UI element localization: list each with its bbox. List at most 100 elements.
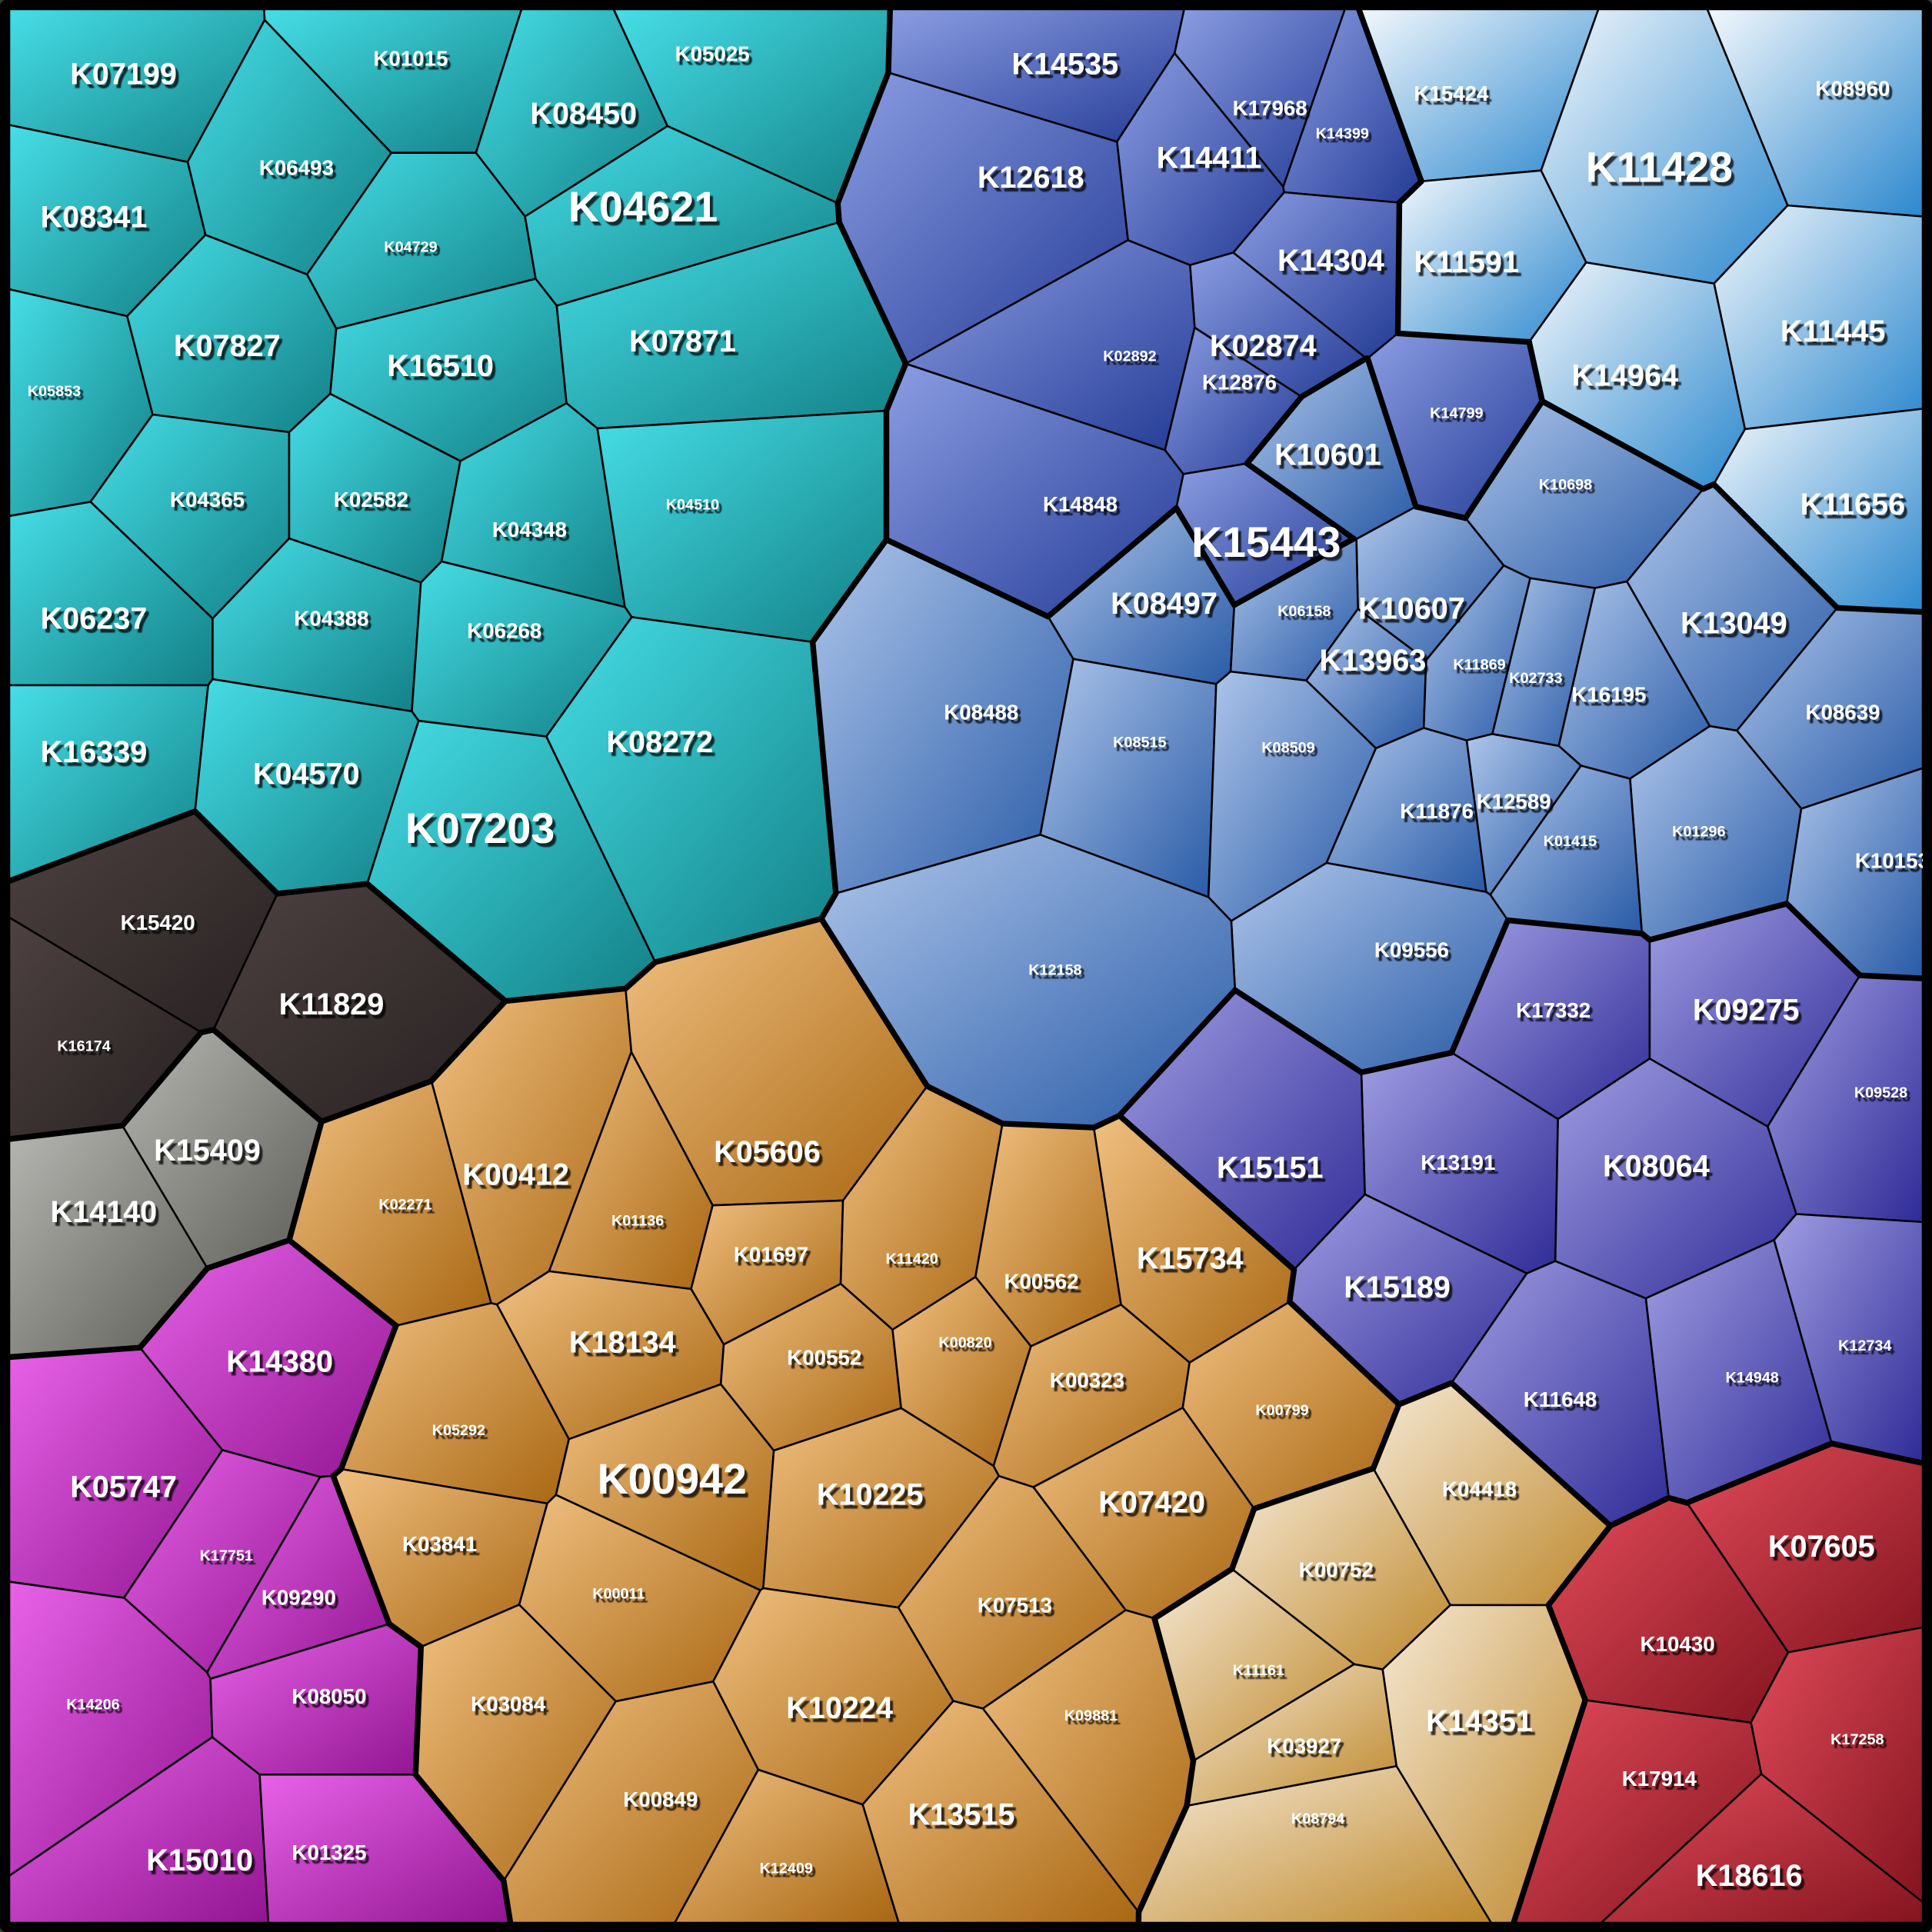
svg-text:K18134: K18134 bbox=[569, 1326, 676, 1360]
svg-text:K00412: K00412 bbox=[462, 1158, 569, 1192]
svg-text:K06237: K06237 bbox=[41, 602, 148, 636]
svg-text:K11161: K11161 bbox=[1233, 1662, 1284, 1679]
svg-text:K14411: K14411 bbox=[1157, 141, 1262, 175]
svg-text:K13049: K13049 bbox=[1681, 607, 1787, 641]
svg-text:K14948: K14948 bbox=[1725, 1369, 1778, 1386]
svg-text:K17332: K17332 bbox=[1516, 998, 1591, 1022]
svg-text:K02582: K02582 bbox=[334, 488, 408, 511]
svg-text:K00752: K00752 bbox=[1299, 1558, 1374, 1582]
svg-text:K00820: K00820 bbox=[938, 1334, 991, 1351]
svg-text:K17968: K17968 bbox=[1233, 96, 1307, 120]
svg-text:K07199: K07199 bbox=[70, 57, 177, 91]
svg-text:K07827: K07827 bbox=[174, 329, 281, 363]
svg-text:K17914: K17914 bbox=[1622, 1767, 1697, 1790]
svg-text:K01415: K01415 bbox=[1544, 833, 1597, 850]
svg-text:K14140: K14140 bbox=[50, 1195, 157, 1229]
svg-text:K08515: K08515 bbox=[1113, 734, 1166, 751]
svg-text:K17751: K17751 bbox=[200, 1547, 253, 1564]
svg-text:K06268: K06268 bbox=[467, 619, 541, 643]
svg-text:K07203: K07203 bbox=[405, 804, 555, 852]
svg-text:K16174: K16174 bbox=[57, 1038, 110, 1055]
svg-text:K08272: K08272 bbox=[606, 725, 713, 759]
svg-text:K14848: K14848 bbox=[1043, 492, 1118, 516]
svg-text:K02271: K02271 bbox=[378, 1197, 431, 1214]
svg-text:K05853: K05853 bbox=[28, 383, 81, 400]
svg-text:K05747: K05747 bbox=[70, 1471, 177, 1504]
svg-text:K02733: K02733 bbox=[1509, 670, 1562, 687]
svg-text:K09556: K09556 bbox=[1374, 938, 1449, 962]
svg-text:K08050: K08050 bbox=[291, 1684, 366, 1708]
svg-text:K00011: K00011 bbox=[592, 1586, 645, 1603]
svg-text:K12618: K12618 bbox=[978, 161, 1084, 195]
svg-text:K10153: K10153 bbox=[1855, 849, 1923, 873]
svg-text:K04621: K04621 bbox=[568, 183, 718, 231]
svg-text:K11829: K11829 bbox=[279, 988, 385, 1021]
svg-text:K13963: K13963 bbox=[1320, 644, 1427, 678]
svg-text:K15443: K15443 bbox=[1191, 518, 1341, 566]
svg-text:K10225: K10225 bbox=[817, 1478, 924, 1512]
svg-text:K14380: K14380 bbox=[226, 1344, 333, 1378]
svg-text:K08509: K08509 bbox=[1261, 739, 1314, 756]
svg-text:K11648: K11648 bbox=[1524, 1387, 1597, 1411]
svg-text:K04388: K04388 bbox=[294, 607, 368, 631]
svg-text:K05606: K05606 bbox=[714, 1135, 821, 1169]
svg-text:K09290: K09290 bbox=[261, 1585, 336, 1609]
svg-text:K00552: K00552 bbox=[787, 1345, 861, 1369]
svg-text:K16510: K16510 bbox=[387, 349, 494, 383]
svg-text:K16195: K16195 bbox=[1571, 683, 1646, 707]
svg-text:K04570: K04570 bbox=[253, 758, 360, 791]
svg-text:K10430: K10430 bbox=[1641, 1632, 1715, 1656]
svg-text:K18616: K18616 bbox=[1696, 1859, 1803, 1893]
svg-text:K01325: K01325 bbox=[291, 1840, 366, 1864]
svg-text:K15409: K15409 bbox=[154, 1134, 261, 1168]
svg-text:K06493: K06493 bbox=[259, 155, 334, 179]
svg-text:K08497: K08497 bbox=[1111, 587, 1217, 621]
svg-text:K00849: K00849 bbox=[623, 1787, 698, 1811]
svg-text:K14206: K14206 bbox=[66, 1696, 119, 1713]
svg-text:K13191: K13191 bbox=[1421, 1151, 1495, 1174]
svg-text:K04365: K04365 bbox=[170, 488, 245, 511]
svg-text:K05025: K05025 bbox=[675, 42, 750, 66]
svg-text:K00323: K00323 bbox=[1050, 1368, 1124, 1392]
svg-text:K16339: K16339 bbox=[41, 735, 148, 769]
svg-text:K10601: K10601 bbox=[1274, 438, 1381, 472]
svg-text:K14351: K14351 bbox=[1426, 1704, 1533, 1738]
svg-text:K05292: K05292 bbox=[432, 1422, 485, 1439]
svg-text:K11869: K11869 bbox=[1453, 656, 1505, 673]
svg-text:K14799: K14799 bbox=[1430, 405, 1483, 422]
svg-text:K07605: K07605 bbox=[1768, 1530, 1875, 1564]
svg-text:K03927: K03927 bbox=[1267, 1734, 1341, 1758]
svg-text:K12734: K12734 bbox=[1838, 1337, 1891, 1354]
svg-text:K15424: K15424 bbox=[1414, 82, 1489, 105]
svg-text:K14535: K14535 bbox=[1011, 48, 1118, 82]
svg-text:K11591: K11591 bbox=[1414, 245, 1519, 279]
svg-text:K03841: K03841 bbox=[402, 1532, 477, 1556]
svg-text:K14964: K14964 bbox=[1571, 359, 1678, 393]
svg-text:K08064: K08064 bbox=[1603, 1150, 1710, 1184]
svg-text:K15189: K15189 bbox=[1344, 1271, 1451, 1304]
svg-text:K15010: K15010 bbox=[146, 1844, 253, 1877]
svg-text:K04510: K04510 bbox=[666, 496, 719, 513]
svg-text:K01136: K01136 bbox=[611, 1212, 664, 1229]
svg-text:K11420: K11420 bbox=[886, 1251, 938, 1267]
svg-text:K11428: K11428 bbox=[1586, 144, 1733, 192]
svg-text:K07513: K07513 bbox=[978, 1593, 1052, 1617]
svg-text:K12589: K12589 bbox=[1477, 789, 1551, 813]
svg-text:K12409: K12409 bbox=[760, 1860, 813, 1877]
svg-text:K10607: K10607 bbox=[1358, 592, 1465, 626]
svg-text:K01697: K01697 bbox=[734, 1243, 808, 1267]
svg-text:K08960: K08960 bbox=[1815, 76, 1890, 100]
svg-text:K00799: K00799 bbox=[1255, 1402, 1308, 1419]
svg-text:K15420: K15420 bbox=[121, 911, 195, 934]
svg-text:K09275: K09275 bbox=[1693, 994, 1800, 1028]
svg-text:K09528: K09528 bbox=[1854, 1084, 1907, 1101]
svg-text:K01015: K01015 bbox=[373, 47, 448, 71]
svg-text:K08639: K08639 bbox=[1805, 700, 1880, 724]
svg-text:K08488: K08488 bbox=[944, 700, 1018, 724]
svg-text:K01296: K01296 bbox=[1672, 823, 1725, 840]
svg-text:K10224: K10224 bbox=[786, 1691, 893, 1725]
svg-text:K07420: K07420 bbox=[1098, 1486, 1205, 1520]
svg-text:K08450: K08450 bbox=[530, 97, 637, 131]
svg-text:K00562: K00562 bbox=[1004, 1269, 1078, 1293]
svg-text:K14399: K14399 bbox=[1316, 125, 1369, 142]
